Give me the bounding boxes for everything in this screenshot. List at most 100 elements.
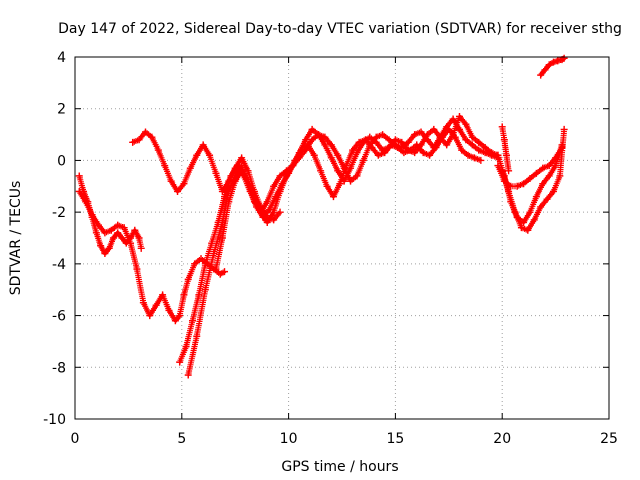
data-point (385, 144, 393, 151)
data-point (505, 187, 513, 195)
data-point (539, 164, 547, 172)
data-point (359, 138, 367, 146)
data-point (212, 265, 220, 273)
data-point (411, 131, 419, 139)
data-point (520, 180, 528, 188)
data-point (458, 146, 466, 154)
data-point (530, 216, 538, 224)
data-point (180, 180, 188, 188)
y-tick-label: -10 (43, 412, 66, 428)
data-point (308, 125, 316, 133)
data-point (411, 149, 419, 157)
data-point (276, 172, 284, 180)
data-point (539, 180, 547, 188)
data-point (212, 169, 220, 177)
data-point (455, 112, 463, 120)
series-trace-h (498, 125, 568, 234)
plot-area (75, 54, 568, 379)
data-point (295, 149, 303, 157)
data-point (184, 275, 192, 283)
data-point (449, 115, 457, 123)
data-point (197, 255, 205, 263)
data-point (289, 162, 297, 170)
data-point (545, 172, 553, 180)
data-point (199, 141, 207, 149)
data-point (366, 133, 374, 141)
data-point (481, 144, 489, 151)
data-point (107, 226, 115, 234)
x-axis-label: GPS time / hours (281, 459, 398, 475)
series-trace-f (212, 112, 502, 273)
data-point (263, 218, 271, 226)
data-point (334, 167, 342, 175)
data-point (455, 125, 463, 133)
data-point (500, 177, 508, 185)
data-point (505, 167, 513, 175)
data-point (336, 180, 344, 188)
data-point (391, 136, 399, 144)
data-point (270, 208, 278, 216)
data-point (321, 141, 329, 149)
data-point (500, 136, 508, 144)
data-point (171, 317, 179, 325)
data-point (184, 371, 192, 379)
data-point (159, 291, 167, 299)
data-point (270, 182, 278, 190)
data-point (201, 286, 209, 294)
chart-title: Day 147 of 2022, Sidereal Day-to-day VTE… (58, 21, 622, 37)
data-point (327, 154, 335, 162)
y-axis-label: SDTVAR / TECUs (8, 181, 24, 296)
data-point (513, 182, 521, 190)
grid (75, 57, 609, 419)
data-point (321, 133, 329, 141)
series-trace-i (494, 144, 566, 190)
data-point (558, 144, 566, 151)
data-point (94, 221, 102, 229)
data-point (524, 226, 532, 234)
data-point (82, 198, 90, 206)
data-point (118, 234, 126, 242)
axis-ticks: 0 5 10 15 20 25 -10 -8 -6 -4 -2 0 2 4 (43, 50, 618, 447)
series-trace-b (75, 187, 229, 325)
data-point (436, 133, 444, 141)
data-point (193, 151, 201, 159)
data-point (109, 234, 117, 242)
data-point (165, 306, 173, 314)
data-point (154, 146, 162, 154)
data-point (374, 151, 382, 159)
x-tick-label: 20 (493, 431, 511, 447)
data-point (276, 208, 284, 216)
series-trail (76, 172, 144, 257)
data-point (218, 234, 226, 242)
data-point (152, 301, 160, 309)
data-point (188, 317, 196, 325)
y-tick-label: 4 (57, 50, 66, 66)
x-tick-label: 25 (600, 431, 618, 447)
data-point (263, 198, 271, 206)
data-point (347, 177, 355, 185)
data-point (146, 312, 154, 320)
data-point (129, 138, 137, 146)
data-point (238, 167, 246, 175)
data-point (327, 141, 335, 149)
data-point (545, 162, 553, 170)
data-point (137, 244, 145, 252)
data-point (556, 172, 564, 180)
data-point (210, 250, 218, 258)
y-tick-label: -2 (52, 205, 66, 221)
data-point (105, 244, 113, 252)
data-point (560, 125, 568, 133)
data-point (470, 154, 478, 162)
y-tick-label: -8 (52, 360, 66, 376)
data-point (494, 151, 502, 159)
data-point (167, 177, 175, 185)
x-tick-label: 0 (71, 431, 80, 447)
data-point (135, 136, 143, 144)
data-point (379, 131, 387, 139)
data-point (161, 162, 169, 170)
data-point (404, 138, 412, 146)
data-point (216, 270, 224, 278)
data-point (148, 133, 156, 141)
series-trail (76, 188, 227, 324)
data-point (206, 151, 214, 159)
